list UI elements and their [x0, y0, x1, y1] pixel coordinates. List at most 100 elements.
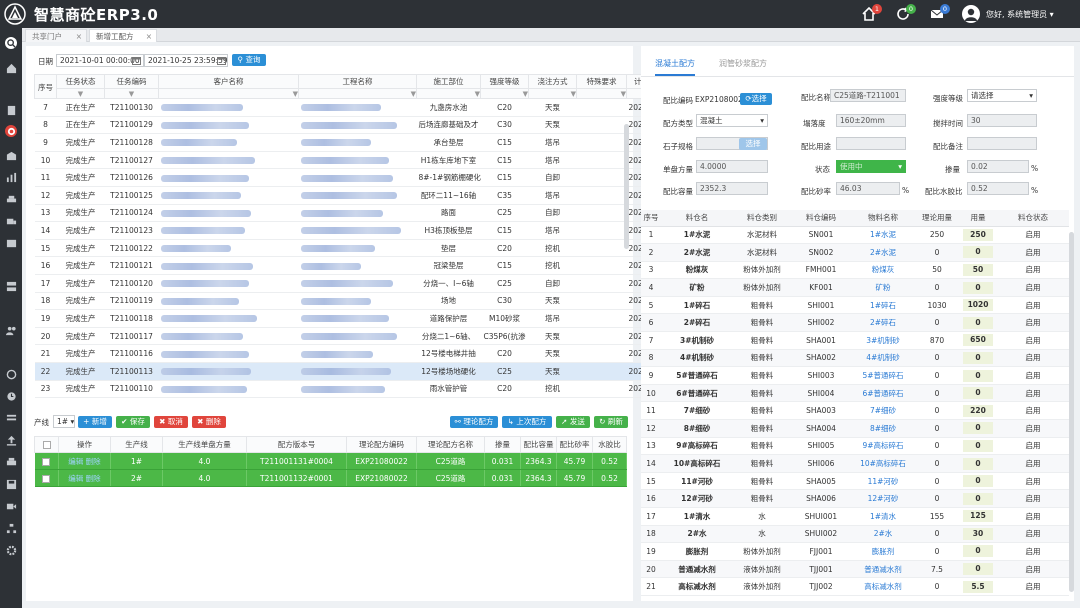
last-recipe-button[interactable]: ↳ 上次配方: [502, 416, 552, 428]
material-name-link[interactable]: 高标减水剂: [851, 577, 915, 596]
sidebar-factory[interactable]: [5, 149, 17, 161]
material-name-link[interactable]: 1#水泥: [851, 226, 915, 245]
task-row[interactable]: 14完成生产T21100123H3栋顶板垫层C15塔吊2021-10-14 06: [34, 221, 687, 240]
material-row[interactable]: 8 4#机制砂 粗骨料 SHA002 4#机制砂 0 0 启用: [641, 349, 1069, 368]
material-row[interactable]: 7 3#机制砂 粗骨料 SHA001 3#机制砂 870 650 启用: [641, 331, 1069, 350]
task-row[interactable]: 18完成生产T21100119场地C30天泵2021-10-14 06: [34, 292, 687, 311]
material-name-link[interactable]: 4#机制砂: [851, 349, 915, 368]
wb-field[interactable]: 0.52: [967, 182, 1029, 195]
material-name-link[interactable]: 5#普通碎石: [851, 366, 915, 385]
task-row[interactable]: 8正在生产T21100129后场连廊基础及才C30天泵2021-10-14 06: [34, 116, 687, 135]
material-name-link[interactable]: 6#普通碎石: [851, 384, 915, 403]
task-row[interactable]: 23完成生产T21100110雨水管护管C20挖机2021-10-13 06: [34, 380, 687, 399]
usage-cell[interactable]: 0: [959, 472, 997, 491]
usage-value[interactable]: 0: [963, 475, 993, 488]
filter-cell[interactable]: ▼: [416, 88, 481, 99]
task-row[interactable]: 11完成生产T211001268#-1#钢筋棚硬化C15自卸2021-10-14…: [34, 168, 687, 187]
sidebar-recipe-active[interactable]: [5, 125, 17, 137]
material-table-scrollbar[interactable]: [1069, 232, 1074, 592]
task-table-scrollbar[interactable]: [624, 124, 629, 249]
filter-cell[interactable]: ▼: [104, 88, 159, 99]
sidebar-doc[interactable]: [5, 104, 17, 116]
col-header[interactable]: 任务状态: [56, 74, 105, 89]
task-row[interactable]: 7正在生产T21100130九盏房水池C20天泵2021-10-14 06: [34, 98, 687, 117]
usage-cell[interactable]: 0: [959, 349, 997, 368]
sidebar-settings[interactable]: [5, 544, 17, 556]
calendar-icon[interactable]: [132, 56, 141, 65]
query-button[interactable]: ⚲ 查询: [232, 54, 266, 66]
sidebar-upload[interactable]: [5, 434, 17, 446]
usage-cell[interactable]: 0: [959, 437, 997, 456]
task-row[interactable]: 20完成生产T21100117分烧二1~6轴、C35P6(抗渗天泵2021-10…: [34, 327, 687, 346]
usage-value[interactable]: 0: [963, 545, 993, 558]
cap-field[interactable]: 2352.3: [696, 182, 768, 195]
tab-concrete-recipe[interactable]: 混凝土配方: [655, 58, 695, 76]
material-row[interactable]: 3 粉煤灰 粉体外加剂 FMH001 粉煤灰 50 50 启用: [641, 261, 1069, 280]
material-row[interactable]: 18 2#水水 SHUI002 2#水 0 30 启用: [641, 525, 1069, 544]
material-name-link[interactable]: 1#碎石: [851, 296, 915, 315]
material-row[interactable]: 10 6#普通碎石 粗骨料 SHI004 6#普通碎石 0 0 启用: [641, 384, 1069, 403]
refresh-button[interactable]: ↻ 刷新: [594, 416, 628, 428]
refresh-notify-button[interactable]: 0: [896, 4, 916, 21]
filter-cell[interactable]: ▼: [576, 88, 627, 99]
usage-cell[interactable]: 30: [959, 525, 997, 544]
avatar[interactable]: [962, 5, 980, 23]
material-name-link[interactable]: 10#高标碎石: [851, 454, 915, 473]
checkbox[interactable]: [42, 441, 51, 449]
material-name-link[interactable]: 矿粉: [851, 278, 915, 297]
filter-icon[interactable]: ▼: [474, 89, 480, 98]
material-row[interactable]: 20 普通减水剂 液体外加剂 TJJ001 普通减水剂 7.5 0 启用: [641, 560, 1069, 579]
sidebar-print[interactable]: [5, 456, 17, 468]
material-name-link[interactable]: 粉煤灰: [851, 261, 915, 280]
sidebar-home[interactable]: [5, 62, 17, 74]
delete-button[interactable]: ✖ 删除: [192, 416, 226, 428]
sidebar-truck[interactable]: [5, 215, 17, 227]
sidebar-users[interactable]: [5, 324, 17, 336]
usage-cell[interactable]: 5.5: [959, 577, 997, 596]
filter-icon[interactable]: ▼: [522, 89, 528, 98]
col-header[interactable]: 工程名称: [298, 74, 417, 89]
date-from-field[interactable]: 2021-10-01 00:00:00: [56, 54, 144, 67]
unit-qty-field[interactable]: 4.0000: [696, 160, 768, 173]
select-stone-button[interactable]: 选择: [739, 138, 767, 150]
task-row[interactable]: 22完成生产T2110011312号楼场地硬化C25天泵2021-10-13 0…: [34, 362, 687, 381]
usage-cell[interactable]: 0: [959, 366, 997, 385]
task-row[interactable]: 19完成生产T21100118道路保护层M10砂浆塔吊2021-10-14 06: [34, 309, 687, 328]
filter-cell[interactable]: ▼: [56, 88, 105, 99]
filter-icon[interactable]: ▼: [410, 89, 416, 98]
material-row[interactable]: 17 1#清水水 SHUI001 1#清水 155 125 启用: [641, 507, 1069, 526]
material-name-link[interactable]: 12#河砂: [851, 489, 915, 508]
tab-mortar-recipe[interactable]: 润管砂浆配方: [719, 59, 767, 68]
row-actions-link[interactable]: 编辑 删除: [58, 469, 111, 487]
col-header[interactable]: 客户名称: [158, 74, 299, 89]
task-row[interactable]: 9完成生产T21100128承台垫层C15塔吊2021-10-14 06: [34, 133, 687, 152]
usage-value[interactable]: 0: [963, 351, 993, 364]
material-row[interactable]: 5 1#碎石 粗骨料 SHI001 1#碎石 1030 1020 启用: [641, 296, 1069, 315]
usage-cell[interactable]: 0: [959, 454, 997, 473]
usage-value[interactable]: 0: [963, 246, 993, 259]
usage-value[interactable]: 0: [963, 439, 993, 452]
sidebar-power[interactable]: [5, 368, 17, 380]
material-name-link[interactable]: 1#清水: [851, 507, 915, 526]
material-name-link[interactable]: 2#水泥: [851, 243, 915, 262]
material-name-link[interactable]: 3#机制砂: [851, 331, 915, 350]
usage-value[interactable]: 30: [963, 527, 993, 540]
usage-cell[interactable]: 650: [959, 331, 997, 350]
usage-cell[interactable]: 0: [959, 384, 997, 403]
filter-cell[interactable]: ▼: [158, 88, 299, 99]
line-recipe-row[interactable]: 编辑 删除 1# 4.0 T211001131#0004 EXP21080022 C25道…: [34, 452, 627, 470]
col-header[interactable]: 任务编码: [104, 74, 159, 89]
note-field[interactable]: [967, 137, 1037, 150]
strength-select[interactable]: 请选择 ▾: [967, 89, 1037, 102]
usage-value[interactable]: 5.5: [963, 580, 993, 593]
usage-value[interactable]: 0: [963, 457, 993, 470]
checkbox[interactable]: [42, 474, 51, 483]
usage-cell[interactable]: 50: [959, 261, 997, 280]
filter-cell[interactable]: ▼: [528, 88, 577, 99]
filter-cell[interactable]: ▼: [480, 88, 529, 99]
material-name-link[interactable]: 11#河砂: [851, 472, 915, 491]
sidebar-server[interactable]: [5, 280, 17, 292]
material-name-link[interactable]: 2#水: [851, 525, 915, 544]
select-all-cell[interactable]: [34, 436, 59, 453]
task-row[interactable]: 12完成生产T21100125配环二11~16轴C35塔吊2021-10-14 …: [34, 186, 687, 205]
